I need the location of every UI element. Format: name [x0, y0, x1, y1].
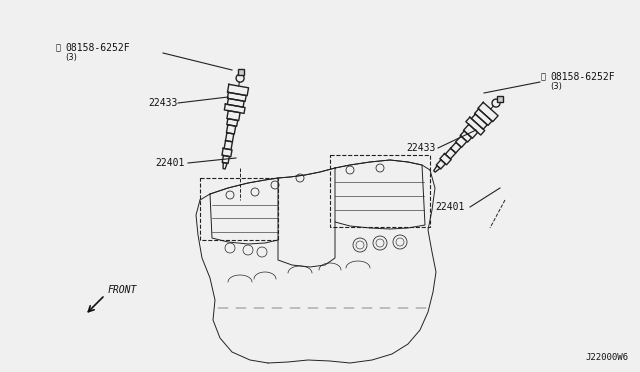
Text: 22433: 22433 [406, 143, 435, 153]
Text: Ⓐ: Ⓐ [56, 44, 61, 52]
Text: FRONT: FRONT [108, 285, 138, 295]
Text: J22000W6: J22000W6 [585, 353, 628, 362]
Text: Ⓐ: Ⓐ [541, 73, 545, 81]
Bar [330, 155, 430, 227]
Text: (3): (3) [550, 81, 562, 90]
Text: 08158-6252F: 08158-6252F [65, 43, 130, 53]
Text: 22401: 22401 [435, 202, 465, 212]
Text: (3): (3) [65, 52, 77, 61]
Text: 22433: 22433 [148, 98, 177, 108]
Text: 08158-6252F: 08158-6252F [550, 72, 614, 82]
Text: 22401: 22401 [155, 158, 184, 168]
Bar [200, 178, 278, 240]
